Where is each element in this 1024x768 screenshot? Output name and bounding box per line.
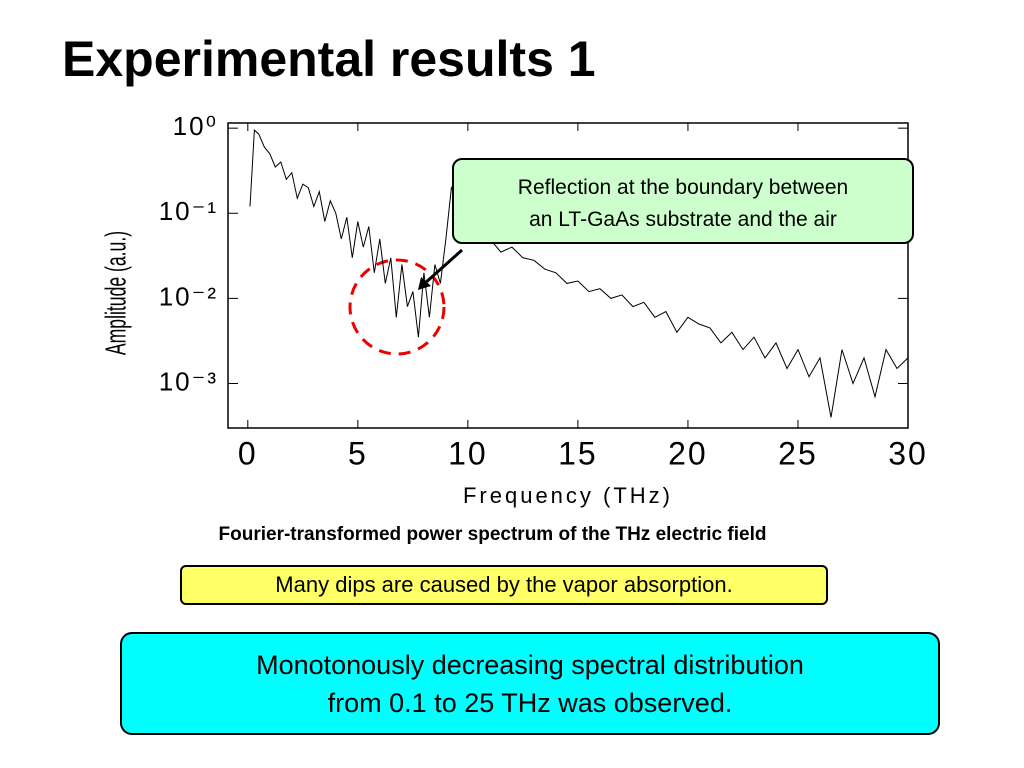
x-axis-label: Frequency (THz) — [463, 483, 673, 508]
arrow — [422, 248, 464, 286]
x-tick-label: 15 — [558, 435, 598, 471]
y-tick-label: 10⁻³ — [159, 366, 218, 396]
y-axis-label: Amplitude (a.u.) — [101, 231, 132, 355]
conclusion-box: Monotonously decreasing spectral distrib… — [120, 632, 940, 735]
x-tick-label: 25 — [778, 435, 818, 471]
y-tick-label: 10⁰ — [173, 111, 218, 141]
x-tick-label: 10 — [448, 435, 488, 471]
y-tick-label: 10⁻² — [159, 281, 218, 311]
x-tick-label: 5 — [348, 435, 368, 471]
caption: Fourier-transformed power spectrum of th… — [218, 524, 767, 545]
note-box: Many dips are caused by the vapor absorp… — [180, 565, 828, 605]
x-tick-label: 30 — [888, 435, 928, 471]
conclusion-line: from 0.1 to 25 THz was observed. — [327, 688, 733, 718]
x-tick-label: 20 — [668, 435, 708, 471]
callout: Reflection at the boundary between an LT… — [452, 158, 914, 244]
arrow-head — [418, 277, 431, 290]
plot-frame — [227, 122, 909, 429]
callout-line: Reflection at the boundary between — [517, 176, 849, 199]
callout-line: an LT-GaAs substrate and the air — [529, 208, 837, 231]
highlight-circle — [348, 258, 446, 356]
chart: Frequency (THz) Amplitude (a.u.) 0 5 10 15 2… — [101, 111, 928, 508]
x-tick-label: 0 — [238, 435, 258, 471]
conclusion-line: Monotonously decreasing spectral distrib… — [256, 650, 804, 680]
slide-title: Experimental results 1 — [62, 31, 596, 87]
y-tick-label: 10⁻¹ — [159, 196, 218, 226]
